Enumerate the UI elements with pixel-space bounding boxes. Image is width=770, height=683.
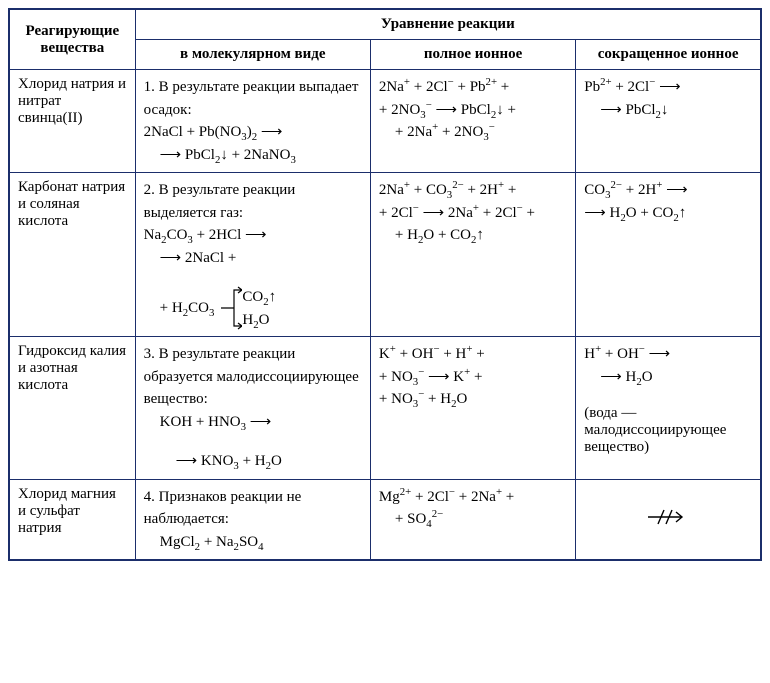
equation-line: K+ + OH− + H+ + [379,346,485,362]
equation-line: ⟶ KNO3 + H2O [144,450,362,473]
equation-line: Mg2+ + 2Cl− + 2Na+ + [379,489,514,505]
equation-line: ⟶ PbCl2↓ [584,99,752,122]
equation-line: + 2NO3− ⟶ PbCl2↓ + [379,102,516,118]
equation-line: 2Na+ + CO32− + 2H+ + [379,182,516,198]
equation-line: Na2CO3 + 2HCl ⟶ [144,227,267,243]
branch-bot: H2O [242,309,276,332]
reagents-cell: Карбонат натрия и соляная кислота [9,173,135,337]
branch-top: CO2↑ [242,286,276,309]
header-reagents: Реагирующие вещества [9,9,135,70]
short-ionic-cell: H+ + OH− ⟶ ⟶ H2O (вода — малодиссоциирую… [576,337,761,480]
full-ionic-cell: 2Na+ + CO32− + 2H+ + + 2Cl− ⟶ 2Na+ + 2Cl… [370,173,575,337]
equation-branch: + H2CO3 CO2↑ H2O [160,286,276,330]
header-short-ionic: сокращенное ионное [576,40,761,70]
short-ionic-cell [576,479,761,560]
equation-line: 2NaCl + Pb(NO3)2 ⟶ [144,124,283,140]
equation-line: + SO42− [379,508,567,531]
table-row: Гидроксид калия и азотная кислота 3. В р… [9,337,761,480]
intro-text: 4. Признаков реакции не наблюдается: [144,489,302,528]
equation-line: + 2Na+ + 2NO3− [379,121,567,144]
table-row: Хлорид магния и сульфат натрия 4. Призна… [9,479,761,560]
reagents-cell: Гидроксид калия и азотная кислота [9,337,135,480]
equation-line: + NO3− ⟶ K+ + [379,369,483,385]
molecular-cell: 1. В результате реакции выпадает осадок:… [135,70,370,173]
equation-line: MgCl2 + Na2SO4 [144,531,362,554]
short-ionic-cell: CO32− + 2H+ ⟶ ⟶ H2O + CO2↑ [576,173,761,337]
no-reaction-icon [648,509,688,525]
equation-line: + NO3− + H2O [379,391,467,407]
note-text: (вода — малодиссоциирующее вещество) [584,405,726,455]
equation-line: Pb2+ + 2Cl− ⟶ [584,79,680,95]
equation-line: KOH + HNO3 ⟶ [144,411,362,434]
full-ionic-cell: Mg2+ + 2Cl− + 2Na+ + + SO42− [370,479,575,560]
molecular-cell: 3. В результате реакции образуется малод… [135,337,370,480]
intro-text: 2. В результате реакции выделяется газ: [144,182,296,221]
branch-icon [220,286,242,330]
molecular-cell: 4. Признаков реакции не наблюдается: MgC… [135,479,370,560]
molecular-cell: 2. В результате реакции выделяется газ: … [135,173,370,337]
equation-line: ⟶ PbCl2↓ + 2NaNO3 [144,144,362,167]
intro-text: 3. В результате реакции образуется малод… [144,346,359,407]
short-ionic-cell: Pb2+ + 2Cl− ⟶ ⟶ PbCl2↓ [576,70,761,173]
equation-line: ⟶ H2O [584,366,752,389]
reagents-cell: Хлорид магния и сульфат натрия [9,479,135,560]
reaction-table: Реагирующие вещества Уравнение реакции в… [8,8,762,561]
full-ionic-cell: 2Na+ + 2Cl− + Pb2+ + + 2NO3− ⟶ PbCl2↓ + … [370,70,575,173]
intro-text: 1. В результате реакции выпадает осадок: [144,79,359,118]
header-equation-group: Уравнение реакции [135,9,761,40]
equation-line: ⟶ H2O + CO2↑ [584,205,686,221]
header-full-ionic: полное ионное [370,40,575,70]
equation-line: CO32− + 2H+ ⟶ [584,182,687,198]
equation-line: ⟶ 2NaCl + [144,247,362,270]
table-row: Хлорид натрия и нитрат свинца(II) 1. В р… [9,70,761,173]
equation-line: + H2O + CO2↑ [379,224,567,247]
equation-line: 2Na+ + 2Cl− + Pb2+ + [379,79,509,95]
header-molecular: в молекулярном виде [135,40,370,70]
full-ionic-cell: K+ + OH− + H+ + + NO3− ⟶ K+ + + NO3− + H… [370,337,575,480]
table-row: Карбонат натрия и соляная кислота 2. В р… [9,173,761,337]
equation-line: H+ + OH− ⟶ [584,346,670,362]
reagents-cell: Хлорид натрия и нитрат свинца(II) [9,70,135,173]
equation-line: + 2Cl− ⟶ 2Na+ + 2Cl− + [379,205,535,221]
